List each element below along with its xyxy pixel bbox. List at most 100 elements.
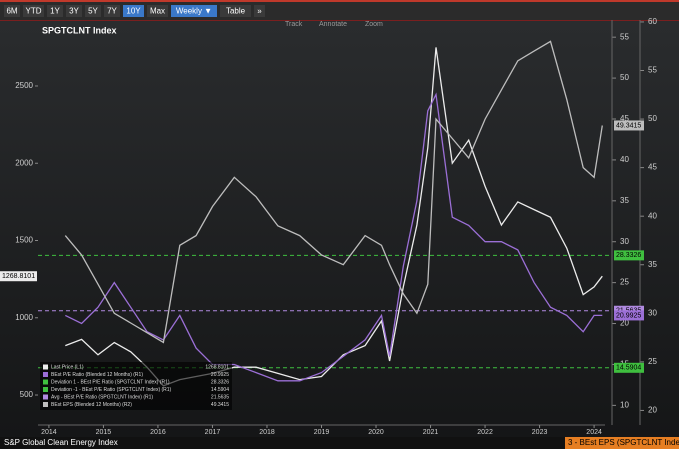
- y3-tick-label: 20: [648, 406, 657, 415]
- legend-swatch: [43, 387, 48, 392]
- y2-tick-label: 50: [620, 73, 629, 82]
- footer-right-bg: [565, 437, 679, 449]
- legend-label: Deviation -1 - BEst P/E Ratio (SPGTCLNT …: [51, 387, 172, 393]
- last-value-label: 49.3415: [616, 122, 641, 129]
- toolbar-button-label[interactable]: YTD: [26, 7, 42, 16]
- last-value-bg: [614, 310, 644, 321]
- toolbar-button[interactable]: [220, 5, 251, 17]
- y2-tick-label: 30: [620, 237, 629, 246]
- last-value-bg: [614, 120, 644, 131]
- reference-label: 14.5904: [616, 365, 641, 372]
- reference-label-bg: [614, 250, 644, 261]
- legend-value: 28.3326: [211, 379, 229, 385]
- toolbar-button-label[interactable]: »: [257, 7, 262, 16]
- chart-title: SPGTCLNT Index: [42, 25, 117, 35]
- toolbar: 6M YTD 1Y 3Y 5Y 7Y 10Y Max Weekly ▼ Table »: [4, 5, 265, 17]
- x-tick-label: 2014: [41, 429, 57, 436]
- y3-tick-label: 30: [648, 308, 657, 317]
- y3-tick-label: 25: [648, 357, 657, 366]
- tool-label[interactable]: Zoom: [365, 21, 383, 28]
- toolbar-button[interactable]: [123, 5, 144, 17]
- toolbar-button[interactable]: [254, 5, 265, 17]
- toolbar-button[interactable]: [85, 5, 101, 17]
- y3-tick-label: 45: [648, 163, 657, 172]
- y3-tick-label: 55: [648, 66, 657, 75]
- toolbar-button[interactable]: [23, 5, 44, 17]
- legend-value: 1268.8101: [205, 364, 229, 370]
- x-tick-label: 2023: [532, 429, 548, 436]
- y2-tick-label: 40: [620, 155, 629, 164]
- y2-tick-label: 20: [620, 319, 629, 328]
- legend-swatch: [43, 402, 48, 407]
- y-tick-label: 1000: [15, 313, 33, 322]
- toolbar-button[interactable]: [104, 5, 120, 17]
- footer-left: S&P Global Clean Energy Index: [4, 438, 118, 447]
- y3-tick-label: 50: [648, 114, 657, 123]
- top-accent: [0, 0, 679, 2]
- tools: Track Annotate Zoom: [285, 21, 383, 28]
- toolbar-line: [0, 20, 679, 21]
- last-value-label: 20.9925: [616, 312, 641, 319]
- toolbar-button-label[interactable]: 3Y: [69, 7, 79, 16]
- legend-bg: [40, 362, 232, 410]
- x-tick-label: 2016: [150, 429, 166, 436]
- y-tick-label: 500: [20, 390, 34, 399]
- toolbar-button[interactable]: [147, 5, 168, 17]
- y2-tick-label: 45: [620, 114, 629, 123]
- y3-tick-label: 40: [648, 211, 657, 220]
- legend-value: 21.5635: [211, 394, 229, 400]
- legend-label: Deviation 1 - BEst P/E Ratio (SPGTCLNT I…: [51, 379, 170, 385]
- x-tick-label: 2015: [96, 429, 112, 436]
- last-value-bg: [0, 271, 37, 282]
- y-tick-label: 1500: [15, 236, 33, 245]
- toolbar-button[interactable]: [4, 5, 20, 17]
- toolbar-bg: [0, 0, 679, 20]
- footer-bg: [0, 437, 679, 449]
- y2-tick-label: 55: [620, 32, 629, 41]
- legend-swatch: [43, 379, 48, 385]
- legend-value: 14.5904: [211, 387, 229, 393]
- legend-swatch: [43, 364, 48, 370]
- tool-label[interactable]: Annotate: [319, 21, 347, 28]
- y3-tick-label: 60: [648, 17, 657, 26]
- toolbar-button-label[interactable]: Table: [226, 7, 246, 16]
- toolbar-button-label[interactable]: 6M: [6, 7, 17, 16]
- toolbar-button-label[interactable]: Weekly ▼: [176, 7, 212, 16]
- toolbar-button-label[interactable]: 7Y: [107, 7, 117, 16]
- y2-tick-label: 25: [620, 278, 629, 287]
- series-line: [65, 92, 603, 382]
- plot: 5001000150020002500101520253035404550552…: [0, 17, 657, 436]
- y-tick-label: 2000: [15, 158, 33, 167]
- reference-label: 28.3326: [616, 252, 641, 259]
- legend-swatch: [43, 394, 48, 400]
- tool-label[interactable]: Track: [285, 21, 303, 28]
- legend-value: 20.9925: [211, 372, 229, 378]
- last-value-label: 1268.8101: [2, 273, 35, 280]
- y2-tick-label: 35: [620, 196, 629, 205]
- toolbar-button[interactable]: [66, 5, 82, 17]
- y2-tick-label: 10: [620, 400, 629, 409]
- x-tick-label: 2019: [314, 429, 330, 436]
- series-line: [64, 40, 603, 344]
- x-tick-label: 2024: [586, 429, 602, 436]
- toolbar-button-label[interactable]: Max: [150, 7, 165, 16]
- toolbar-button-label[interactable]: 1Y: [50, 7, 60, 16]
- legend-label: Last Price (L1): [51, 364, 84, 370]
- y3-tick-label: 35: [648, 260, 657, 269]
- toolbar-button[interactable]: [171, 5, 217, 17]
- toolbar-button-label[interactable]: 10Y: [126, 7, 141, 16]
- footer-right: 3 - BEst EPS (SPGTCLNT Index): [568, 438, 679, 447]
- y-tick-label: 2500: [15, 81, 33, 90]
- legend-value: 49.3415: [211, 402, 229, 408]
- legend-label: BEst EPS (Blended 12 Months) (R2): [51, 402, 132, 408]
- toolbar-button[interactable]: [47, 5, 63, 17]
- x-tick-label: 2021: [423, 429, 439, 436]
- x-tick-label: 2018: [259, 429, 275, 436]
- x-tick-label: 2020: [368, 429, 384, 436]
- x-tick-label: 2017: [205, 429, 221, 436]
- legend-label: Avg - BEst P/E Ratio (SPGTCLNT Index) (R…: [51, 394, 153, 400]
- reference-label-bg: [614, 362, 644, 373]
- legend-swatch: [43, 372, 48, 377]
- toolbar-button-label[interactable]: 5Y: [88, 7, 98, 16]
